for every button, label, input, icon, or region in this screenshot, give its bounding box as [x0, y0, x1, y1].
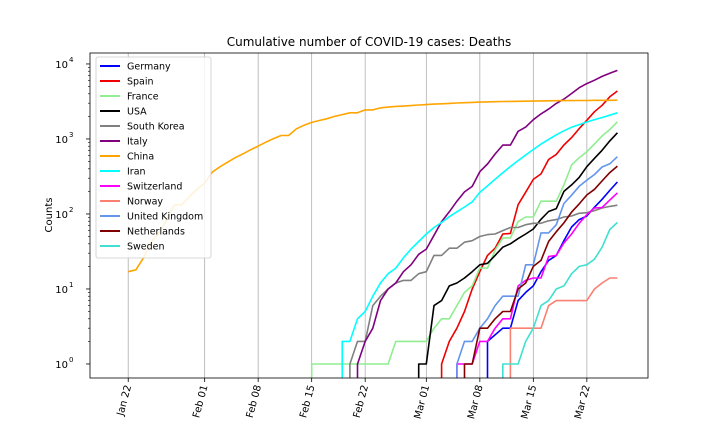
legend: Germany Spain France USA South Korea Italy Chi…: [95, 56, 212, 259]
x-tick-label: Mar 15: [520, 384, 540, 420]
y-axis-label: Counts: [44, 198, 55, 233]
legend-entry: Sweden: [127, 242, 165, 253]
legend-entry: Netherlands: [127, 227, 185, 238]
y-tick-label: 10: [55, 135, 68, 146]
y-tick-label: 10: [55, 60, 68, 71]
legend-entry: South Korea: [127, 122, 185, 133]
legend-box: [95, 56, 212, 259]
x-tick-label: Feb 15: [298, 384, 317, 419]
legend-entry: Switzerland: [127, 182, 182, 193]
legend-entry: Iran: [127, 167, 146, 178]
series-line-netherlands: [463, 165, 618, 378]
y-tick-label: 10: [55, 360, 68, 371]
x-tick-label: Feb 01: [191, 384, 210, 419]
series-line-united-kingdom: [456, 156, 618, 378]
legend-entry: China: [127, 152, 154, 163]
series-lines: [128, 69, 618, 378]
series-line-norway: [509, 277, 618, 378]
y-tick-exponent: 0: [69, 356, 73, 364]
x-tick-label: Mar 22: [573, 384, 593, 420]
series-line-sweden: [501, 221, 618, 378]
y-tick-exponent: 1: [69, 281, 73, 289]
series-line-iran: [341, 112, 618, 378]
series-line-france: [310, 121, 618, 378]
y-tick-exponent: 4: [69, 56, 74, 64]
x-tick-label: Jan 22: [115, 384, 134, 418]
legend-entry: Italy: [127, 137, 148, 148]
plot-frame: [89, 52, 649, 379]
y-tick-exponent: 2: [69, 206, 73, 214]
legend-entry: Norway: [127, 197, 163, 208]
series-line-germany: [486, 181, 618, 378]
chart-title: Cumulative number of COVID-19 cases: Dea…: [227, 35, 512, 49]
x-tick-label: Feb 08: [245, 384, 264, 419]
legend-entry: France: [127, 92, 159, 103]
series-line-italy: [356, 69, 618, 378]
series-line-spain: [440, 90, 618, 378]
y-tick-exponent: 3: [69, 131, 73, 139]
y-tick-label: 10: [55, 210, 68, 221]
series-line-south-korea: [349, 204, 618, 378]
y-tick-label: 10: [55, 285, 68, 296]
series-line-usa: [417, 132, 618, 378]
legend-entry: USA: [127, 107, 147, 118]
legend-entry: United Kingdom: [127, 212, 203, 223]
legend-entry: Germany: [127, 62, 171, 73]
series-line-switzerland: [456, 192, 618, 378]
x-tick-label: Mar 08: [466, 384, 486, 420]
legend-entry: Spain: [127, 77, 154, 88]
x-tick-label: Feb 22: [352, 384, 371, 419]
x-tick-label: Mar 01: [413, 384, 433, 420]
x-axis: Jan 22 Feb 01 Feb 08 Feb 15 Feb 22 Mar 01 Mar …: [115, 378, 593, 420]
